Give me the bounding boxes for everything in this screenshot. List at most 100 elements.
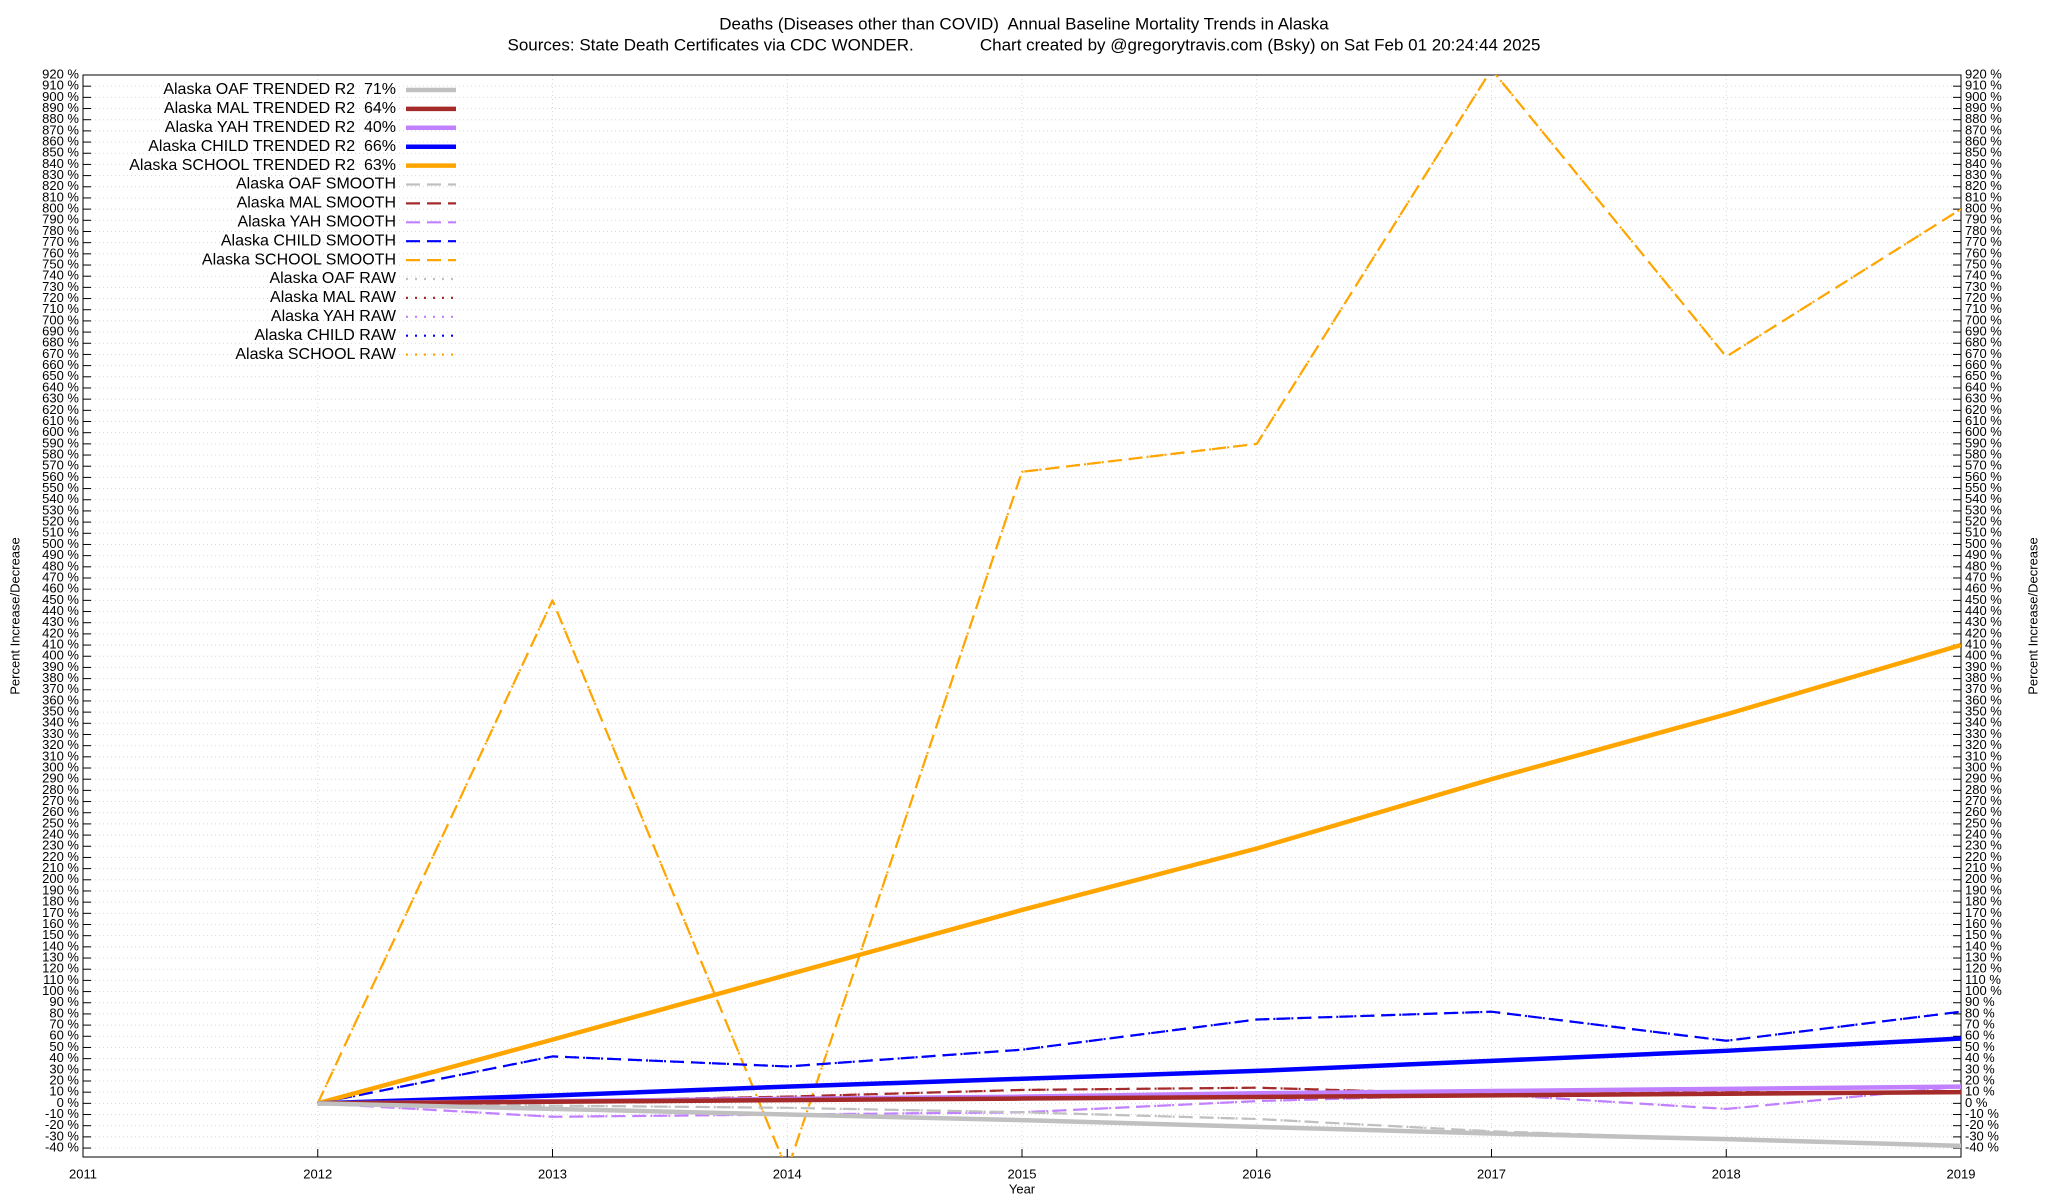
y-tick-label: 630 % [42, 391, 79, 406]
legend-label: Alaska CHILD TRENDED R2 66% [148, 138, 396, 155]
y2-tick-label: 340 % [1965, 715, 2002, 730]
y2-tick-label: 680 % [1965, 335, 2002, 350]
y2-axis-label: Percent Increase/Decrease [2025, 537, 2040, 695]
y-tick-label: 600 % [42, 424, 79, 439]
y-tick-label: 220 % [42, 849, 79, 864]
y-tick-label: 190 % [42, 882, 79, 897]
y2-tick-label: 640 % [1965, 379, 2002, 394]
y-tick-label: 80 % [49, 1005, 79, 1020]
legend-label: Alaska MAL TRENDED R2 64% [164, 100, 396, 117]
y-tick-label: 60 % [49, 1028, 79, 1043]
y-tick-label: 350 % [42, 704, 79, 719]
y-tick-label: 160 % [42, 916, 79, 931]
y2-tick-label: 820 % [1965, 178, 2002, 193]
y2-tick-label: 220 % [1965, 849, 2002, 864]
y-tick-label: 540 % [42, 491, 79, 506]
y2-tick-label: 310 % [1965, 748, 2002, 763]
chart-title: Deaths (Diseases other than COVID) Annua… [719, 14, 1329, 33]
legend-label: Alaska YAH RAW [271, 308, 397, 325]
legend-label: Alaska OAF TRENDED R2 71% [163, 81, 396, 98]
y2-tick-label: 400 % [1965, 648, 2002, 663]
y2-tick-label: 600 % [1965, 424, 2002, 439]
y2-tick-label: -30 % [1965, 1128, 1999, 1143]
y2-tick-label: 880 % [1965, 111, 2002, 126]
y-tick-label: 260 % [42, 804, 79, 819]
legend-label: Alaska MAL RAW [270, 289, 397, 306]
y2-tick-label: 120 % [1965, 961, 2002, 976]
y-tick-label: 270 % [42, 793, 79, 808]
y-tick-label: 40 % [49, 1050, 79, 1065]
y2-tick-label: 770 % [1965, 234, 2002, 249]
y-tick-label: 800 % [42, 201, 79, 216]
y-tick-label: 440 % [42, 603, 79, 618]
y-tick-label: 170 % [42, 905, 79, 920]
y-tick-label: 430 % [42, 614, 79, 629]
y-tick-label: 380 % [42, 670, 79, 685]
y2-tick-label: 480 % [1965, 558, 2002, 573]
y-tick-label: 10 % [49, 1084, 79, 1099]
y-tick-label: 120 % [42, 961, 79, 976]
y-tick-label: 370 % [42, 681, 79, 696]
y2-tick-label: 590 % [1965, 435, 2002, 450]
y-tick-label: 840 % [42, 156, 79, 171]
y2-tick-label: 540 % [1965, 491, 2002, 506]
y-tick-label: 30 % [49, 1061, 79, 1076]
legend-label: Alaska YAH SMOOTH [237, 214, 396, 231]
legend-label: Alaska OAF RAW [269, 270, 396, 287]
y-tick-label: 830 % [42, 167, 79, 182]
y2-tick-label: 620 % [1965, 402, 2002, 417]
y2-tick-label: 50 % [1965, 1039, 1995, 1054]
y2-tick-label: 660 % [1965, 357, 2002, 372]
y-tick-label: 530 % [42, 502, 79, 517]
y-tick-label: 340 % [42, 715, 79, 730]
y2-tick-label: 30 % [1965, 1061, 1995, 1076]
y-tick-label: 280 % [42, 782, 79, 797]
y-tick-label: 860 % [42, 134, 79, 149]
y2-tick-label: 870 % [1965, 122, 2002, 137]
y-tick-label: 550 % [42, 480, 79, 495]
y-tick-label: 480 % [42, 558, 79, 573]
y-tick-label: 450 % [42, 592, 79, 607]
series-line [317, 1085, 1961, 1118]
y-tick-label: 130 % [42, 949, 79, 964]
y2-tick-label: 70 % [1965, 1017, 1995, 1032]
y-tick-label: 710 % [42, 301, 79, 316]
y2-tick-label: 700 % [1965, 312, 2002, 327]
y2-tick-label: 580 % [1965, 446, 2002, 461]
y-tick-label: 610 % [42, 413, 79, 428]
y-tick-label: 300 % [42, 759, 79, 774]
legend-label: Alaska SCHOOL RAW [235, 346, 397, 363]
y2-tick-label: 90 % [1965, 994, 1995, 1009]
y2-tick-label: 320 % [1965, 737, 2002, 752]
y2-tick-label: 840 % [1965, 156, 2002, 171]
y2-tick-label: 790 % [1965, 212, 2002, 227]
legend-label: Alaska CHILD RAW [254, 327, 397, 344]
y2-tick-label: 550 % [1965, 480, 2002, 495]
y-tick-label: 570 % [42, 458, 79, 473]
y2-tick-label: -20 % [1965, 1117, 1999, 1132]
x-tick-label: 2012 [303, 1166, 332, 1181]
y2-tick-label: 650 % [1965, 368, 2002, 383]
y-tick-label: -40 % [45, 1139, 79, 1154]
x-tick-label: 2013 [538, 1166, 567, 1181]
y2-tick-label: 850 % [1965, 145, 2002, 160]
y-tick-label: 330 % [42, 726, 79, 741]
x-tick-label: 2016 [1242, 1166, 1271, 1181]
y2-tick-label: 140 % [1965, 938, 2002, 953]
y2-tick-label: 250 % [1965, 815, 2002, 830]
y2-tick-label: 630 % [1965, 391, 2002, 406]
y-tick-label: 520 % [42, 514, 79, 529]
y-tick-label: 500 % [42, 536, 79, 551]
y2-tick-label: 290 % [1965, 771, 2002, 786]
y-tick-label: 150 % [42, 927, 79, 942]
legend-label: Alaska SCHOOL TRENDED R2 63% [129, 157, 396, 174]
y2-tick-label: 780 % [1965, 223, 2002, 238]
legend-label: Alaska SCHOOL SMOOTH [202, 251, 396, 268]
y2-tick-label: 130 % [1965, 949, 2002, 964]
y-tick-label: 70 % [49, 1017, 79, 1032]
y-tick-label: 0 % [57, 1095, 80, 1110]
series-line [317, 1101, 1961, 1149]
chart-subtitle: Sources: State Death Certificates via CD… [508, 35, 1541, 54]
y2-tick-label: 280 % [1965, 782, 2002, 797]
y-tick-label: 720 % [42, 290, 79, 305]
